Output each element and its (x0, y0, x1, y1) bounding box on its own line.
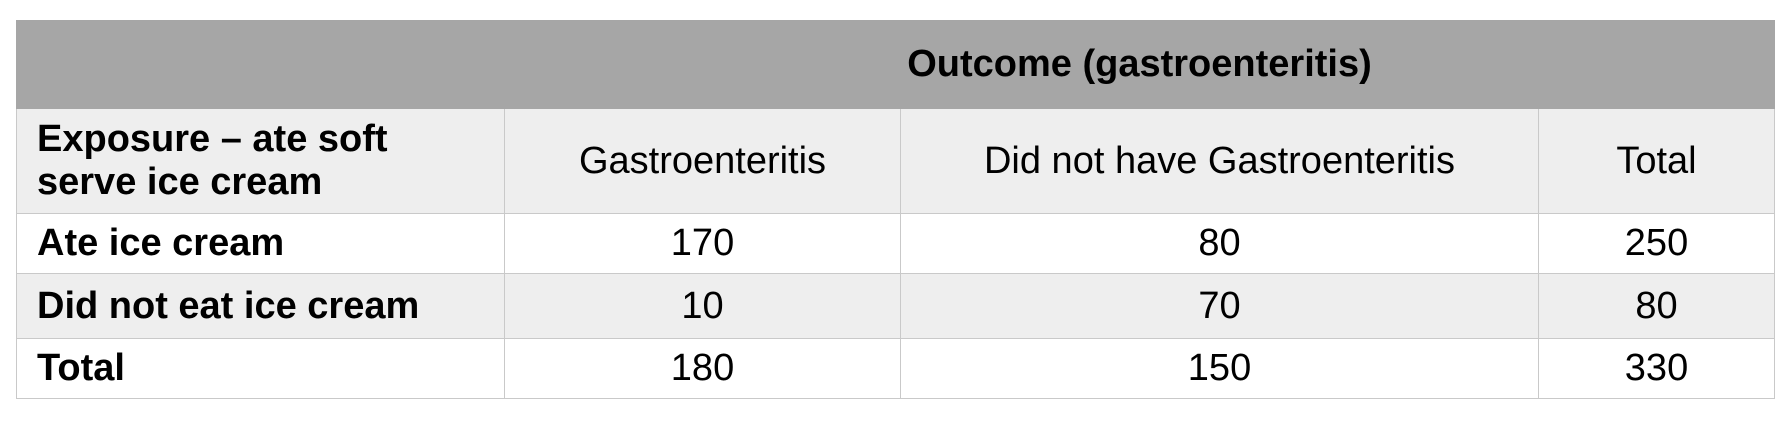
contingency-table: Outcome (gastroenteritis) Exposure – ate… (16, 20, 1776, 399)
table-row-total: Total 180 150 330 (16, 338, 1776, 399)
table-cell: 150 (900, 338, 1539, 399)
row-label: Total (16, 338, 505, 399)
table-row-ate-ice-cream: Ate ice cream 170 80 250 (16, 213, 1776, 274)
title-empty-cell (16, 20, 505, 109)
row-label: Did not eat ice cream (16, 273, 505, 339)
column-header-total: Total (1537, 108, 1776, 214)
table-row-did-not-eat-ice-cream: Did not eat ice cream 10 70 80 (16, 273, 1776, 339)
table-cell: 10 (504, 273, 901, 339)
table-cell: 170 (504, 213, 901, 274)
table-cell: 250 (1537, 213, 1776, 274)
column-header-no-gastroenteritis: Did not have Gastroenteritis (900, 108, 1539, 214)
table-cell: 180 (504, 338, 901, 399)
table-cell: 70 (900, 273, 1539, 339)
table-title-row: Outcome (gastroenteritis) (16, 20, 1776, 109)
table-header-row: Exposure – ate soft serve ice cream Gast… (16, 108, 1776, 214)
table-cell: 80 (900, 213, 1539, 274)
contingency-table-container: Outcome (gastroenteritis) Exposure – ate… (16, 20, 1776, 399)
row-label: Ate ice cream (16, 213, 505, 274)
column-header-gastroenteritis: Gastroenteritis (504, 108, 901, 214)
exposure-header: Exposure – ate soft serve ice cream (16, 108, 505, 214)
table-title: Outcome (gastroenteritis) (503, 20, 1776, 109)
table-cell: 80 (1537, 273, 1776, 339)
table-cell: 330 (1537, 338, 1776, 399)
